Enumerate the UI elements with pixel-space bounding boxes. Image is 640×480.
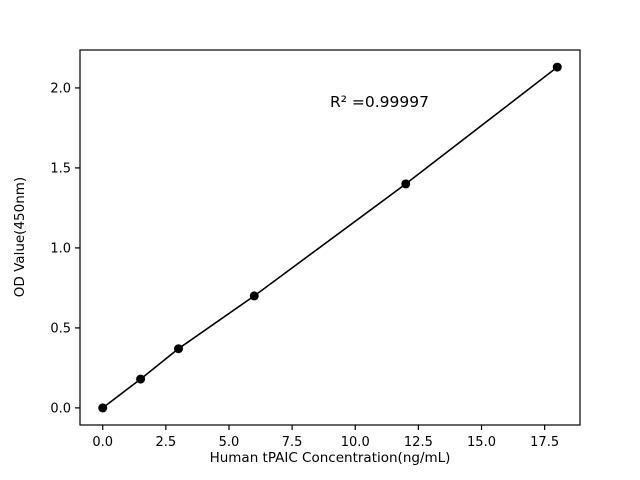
y-tick-label: 1.5 xyxy=(50,161,71,176)
data-point xyxy=(249,291,259,301)
r-squared-annotation: R² =0.99997 xyxy=(330,93,429,111)
x-tick-label: 2.5 xyxy=(156,435,177,450)
x-tick-label: 0.0 xyxy=(92,435,113,450)
y-tick-label: 0.0 xyxy=(50,401,71,416)
data-point xyxy=(552,62,562,72)
x-tick-label: 15.0 xyxy=(467,435,496,450)
plot-border xyxy=(79,49,581,426)
data-point xyxy=(136,374,146,384)
data-point xyxy=(173,344,183,354)
data-point xyxy=(401,179,411,189)
x-tick-label: 12.5 xyxy=(404,435,433,450)
x-axis-label: Human tPAIC Concentration(ng/mL) xyxy=(210,450,451,466)
x-tick-label: 5.0 xyxy=(219,435,240,450)
x-tick-label: 17.5 xyxy=(530,435,559,450)
y-axis-label: OD Value(450nm) xyxy=(12,177,28,297)
fit-line xyxy=(102,66,558,409)
x-tick-label: 10.0 xyxy=(341,435,370,450)
y-tick-label: 2.0 xyxy=(50,81,71,96)
y-tick-label: 1.0 xyxy=(50,241,71,256)
x-tick-label: 7.5 xyxy=(282,435,303,450)
y-tick-label: 0.5 xyxy=(50,321,71,336)
data-point xyxy=(98,403,108,413)
